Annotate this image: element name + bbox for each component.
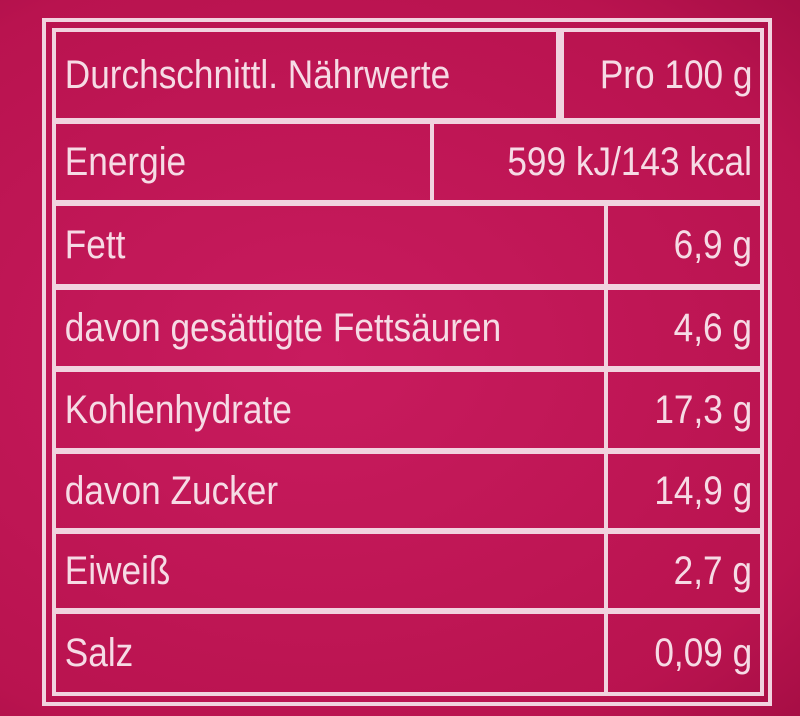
row-label-cell: Salz	[52, 610, 608, 696]
row-value-cell: 4,6 g	[604, 286, 764, 370]
row-value-cell: 599 kJ/143 kcal	[430, 120, 764, 204]
row-label-cell: davon gesättigte Fettsäuren	[52, 286, 608, 370]
header-value: Pro 100 g	[599, 52, 752, 97]
row-label-cell: davon Zucker	[52, 450, 608, 532]
row-value-energie: 599 kJ/143 kcal	[507, 139, 752, 184]
row-label-cell: Kohlenhydrate	[52, 368, 608, 452]
row-label-cell: Eiweiß	[52, 530, 608, 612]
row-label-cell: Fett	[52, 202, 608, 288]
row-value-salz: 0,09 g	[654, 630, 752, 675]
row-label-gesaettigte: davon gesättigte Fettsäuren	[64, 305, 502, 350]
row-value-zucker: 14,9 g	[654, 468, 752, 513]
row-label-fett: Fett	[64, 222, 126, 267]
header-label: Durchschnittl. Nährwerte	[64, 52, 451, 97]
row-label-energie: Energie	[64, 139, 187, 184]
row-value-cell: 0,09 g	[604, 610, 764, 696]
row-value-cell: 14,9 g	[604, 450, 764, 532]
row-value-gesaettigte: 4,6 g	[673, 305, 752, 350]
row-value-cell: 6,9 g	[604, 202, 764, 288]
row-label-kohlenhydrate: Kohlenhydrate	[64, 387, 292, 432]
nutrition-table	[42, 18, 772, 706]
row-value-cell: 17,3 g	[604, 368, 764, 452]
header-label-cell: Durchschnittl. Nährwerte	[52, 28, 560, 122]
row-value-fett: 6,9 g	[673, 222, 752, 267]
row-label-zucker: davon Zucker	[64, 468, 279, 513]
row-label-cell: Energie	[52, 120, 434, 204]
row-label-eiweiss: Eiweiß	[64, 548, 171, 593]
row-value-kohlenhydrate: 17,3 g	[654, 387, 752, 432]
row-value-eiweiss: 2,7 g	[673, 548, 752, 593]
row-label-salz: Salz	[64, 630, 134, 675]
row-value-cell: 2,7 g	[604, 530, 764, 612]
header-value-cell: Pro 100 g	[560, 28, 764, 122]
